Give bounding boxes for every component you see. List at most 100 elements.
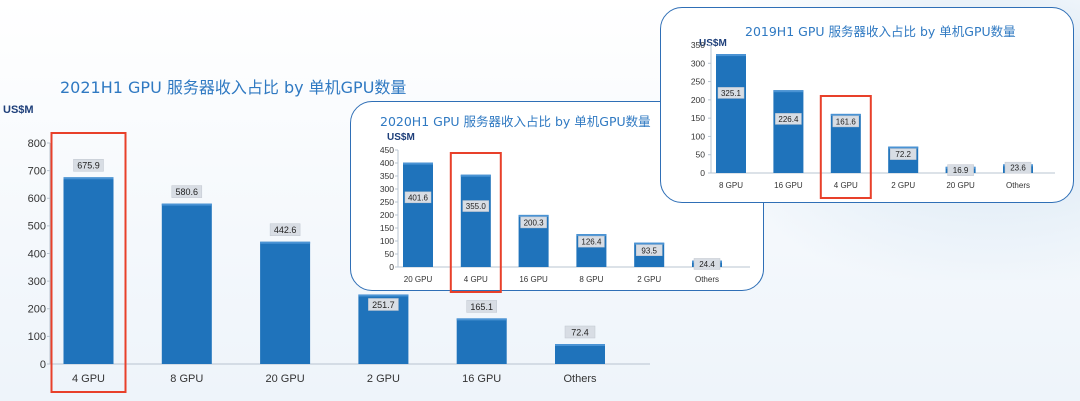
y-tick-label: 0 (40, 359, 46, 371)
data-label-box (404, 191, 432, 204)
bar-top-highlight (634, 242, 665, 245)
x-tick-label: 2 GPU (637, 275, 661, 284)
x-tick-label: 4 GPU (464, 275, 488, 284)
data-label-box (693, 258, 721, 270)
bar (773, 90, 804, 173)
data-label-box (73, 159, 104, 172)
bar-top-highlight (63, 177, 114, 180)
y-tick-label: 400 (28, 248, 46, 260)
data-label: 401.6 (408, 193, 429, 202)
y-tick-label: 50 (696, 150, 706, 160)
y-tick-label: 300 (691, 58, 705, 68)
data-label: 72.4 (571, 327, 589, 337)
y-tick-label: 350 (691, 40, 705, 50)
y-tick-label: 500 (28, 221, 46, 233)
highlight-frame (50, 132, 127, 393)
bar-top-highlight (358, 294, 409, 297)
chart-2019-unit: US$M (699, 38, 727, 49)
data-label-box (171, 185, 203, 198)
y-tick-label: 0 (389, 262, 394, 272)
data-label-box (775, 113, 802, 125)
y-tick-label: 150 (691, 113, 705, 123)
y-tick-label: 200 (380, 210, 394, 220)
data-label: 161.6 (836, 117, 857, 126)
bar-top-highlight (830, 113, 861, 116)
x-tick-label: Others (563, 373, 597, 385)
x-tick-label: 4 GPU (834, 181, 858, 190)
x-tick-label: 20 GPU (266, 373, 305, 385)
y-tick-label: 350 (380, 171, 394, 181)
data-label-box (578, 235, 605, 248)
y-tick-label: 100 (691, 131, 705, 141)
bar-top-highlight (260, 241, 311, 244)
data-label-box (462, 200, 490, 212)
x-tick-label: Others (695, 275, 719, 284)
bar (260, 241, 311, 364)
data-label: 580.6 (176, 187, 199, 197)
y-tick-label: 300 (28, 276, 46, 288)
x-tick-label: 20 GPU (404, 275, 433, 284)
data-label-box (717, 87, 745, 99)
x-tick-label: 16 GPU (774, 181, 803, 190)
x-tick-label: 4 GPU (72, 373, 105, 385)
bar (403, 162, 433, 267)
y-tick-label: 400 (380, 158, 394, 168)
data-label-box (564, 325, 596, 339)
y-tick-label: 700 (28, 165, 46, 177)
y-tick-label: 250 (380, 197, 394, 207)
x-tick-label: Others (1006, 181, 1030, 190)
bar-top-highlight (716, 54, 746, 57)
x-tick-label: 8 GPU (579, 275, 603, 284)
bar-top-highlight (555, 343, 605, 346)
y-tick-label: 200 (28, 304, 46, 316)
data-label-box (635, 244, 663, 256)
bar (456, 318, 507, 364)
bar-top-highlight (161, 203, 212, 206)
chart-2020-unit: US$M (387, 132, 415, 143)
data-label-box (832, 115, 860, 128)
data-label-box (466, 300, 497, 313)
bar (555, 343, 605, 364)
data-label: 251.7 (372, 300, 395, 310)
data-label-box (520, 216, 547, 229)
x-tick-label: 16 GPU (519, 275, 548, 284)
bar (161, 203, 212, 364)
bar (63, 177, 114, 364)
y-tick-label: 150 (380, 223, 394, 233)
chart-2019-title: 2019H1 GPU 服务器收入占比 by 单机GPU数量 (745, 24, 1016, 39)
bar-top-highlight (576, 234, 607, 237)
data-label: 16.9 (953, 166, 969, 175)
y-tick-label: 200 (691, 95, 705, 105)
x-tick-label: 16 GPU (462, 373, 501, 385)
bar-top-highlight (888, 146, 919, 149)
data-label: 24.4 (699, 260, 715, 269)
bar-top-highlight (773, 90, 804, 93)
y-tick-label: 300 (380, 184, 394, 194)
chart-2020-title: 2020H1 GPU 服务器收入占比 by 单机GPU数量 (380, 114, 651, 129)
bar-top-highlight (456, 318, 507, 321)
y-tick-label: 50 (385, 249, 395, 259)
data-label-box (1004, 161, 1032, 174)
data-label: 355.0 (466, 202, 487, 211)
data-label: 226.4 (778, 115, 799, 124)
data-label: 23.6 (1010, 164, 1026, 173)
data-label: 126.4 (581, 238, 602, 247)
y-tick-label: 100 (380, 236, 394, 246)
y-tick-label: 0 (700, 168, 705, 178)
bar-top-highlight (460, 174, 491, 177)
bar (460, 174, 491, 267)
data-label-box (889, 148, 917, 160)
data-label-box (947, 164, 974, 176)
data-label: 675.9 (77, 161, 100, 171)
data-label: 93.5 (641, 246, 657, 255)
chart-2021-title: 2021H1 GPU 服务器收入占比 by 单机GPU数量 (60, 78, 407, 97)
y-tick-label: 600 (28, 193, 46, 205)
x-tick-label: 2 GPU (367, 373, 400, 385)
data-label-box (368, 298, 399, 311)
x-tick-label: 8 GPU (170, 373, 203, 385)
data-label: 200.3 (524, 219, 545, 228)
chart-2021-unit: US$M (3, 104, 34, 116)
bar-top-highlight (518, 214, 549, 217)
